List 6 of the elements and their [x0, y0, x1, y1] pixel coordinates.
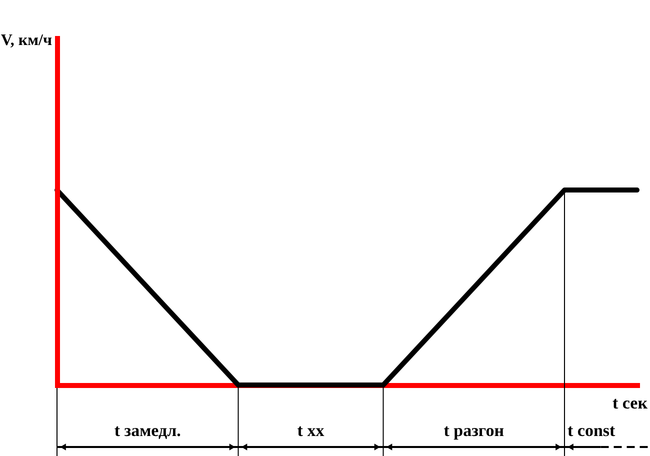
text: t разгон — [444, 421, 504, 440]
text: t хх — [297, 421, 325, 440]
x-axis-title: t сек — [612, 394, 648, 412]
text: t const — [568, 421, 616, 440]
text: t замедл. — [114, 421, 181, 440]
text: V, км/ч — [0, 32, 52, 49]
